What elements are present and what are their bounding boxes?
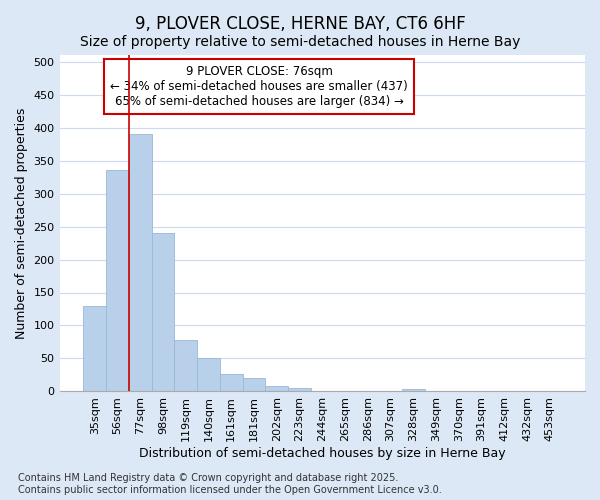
Bar: [288, 388, 311, 392]
X-axis label: Distribution of semi-detached houses by size in Herne Bay: Distribution of semi-detached houses by …: [139, 447, 506, 460]
Text: Contains HM Land Registry data © Crown copyright and database right 2025.
Contai: Contains HM Land Registry data © Crown c…: [18, 474, 442, 495]
Bar: [402, 389, 425, 392]
Bar: [175, 340, 197, 392]
Bar: [106, 170, 129, 392]
Bar: [83, 306, 106, 392]
Text: 9 PLOVER CLOSE: 76sqm
← 34% of semi-detached houses are smaller (437)
65% of sem: 9 PLOVER CLOSE: 76sqm ← 34% of semi-deta…: [110, 65, 408, 108]
Bar: [311, 391, 334, 392]
Bar: [129, 134, 152, 392]
Bar: [152, 233, 175, 392]
Bar: [197, 358, 220, 392]
Text: Size of property relative to semi-detached houses in Herne Bay: Size of property relative to semi-detach…: [80, 35, 520, 49]
Bar: [220, 374, 242, 392]
Text: 9, PLOVER CLOSE, HERNE BAY, CT6 6HF: 9, PLOVER CLOSE, HERNE BAY, CT6 6HF: [134, 15, 466, 33]
Bar: [242, 378, 265, 392]
Bar: [265, 386, 288, 392]
Y-axis label: Number of semi-detached properties: Number of semi-detached properties: [15, 108, 28, 339]
